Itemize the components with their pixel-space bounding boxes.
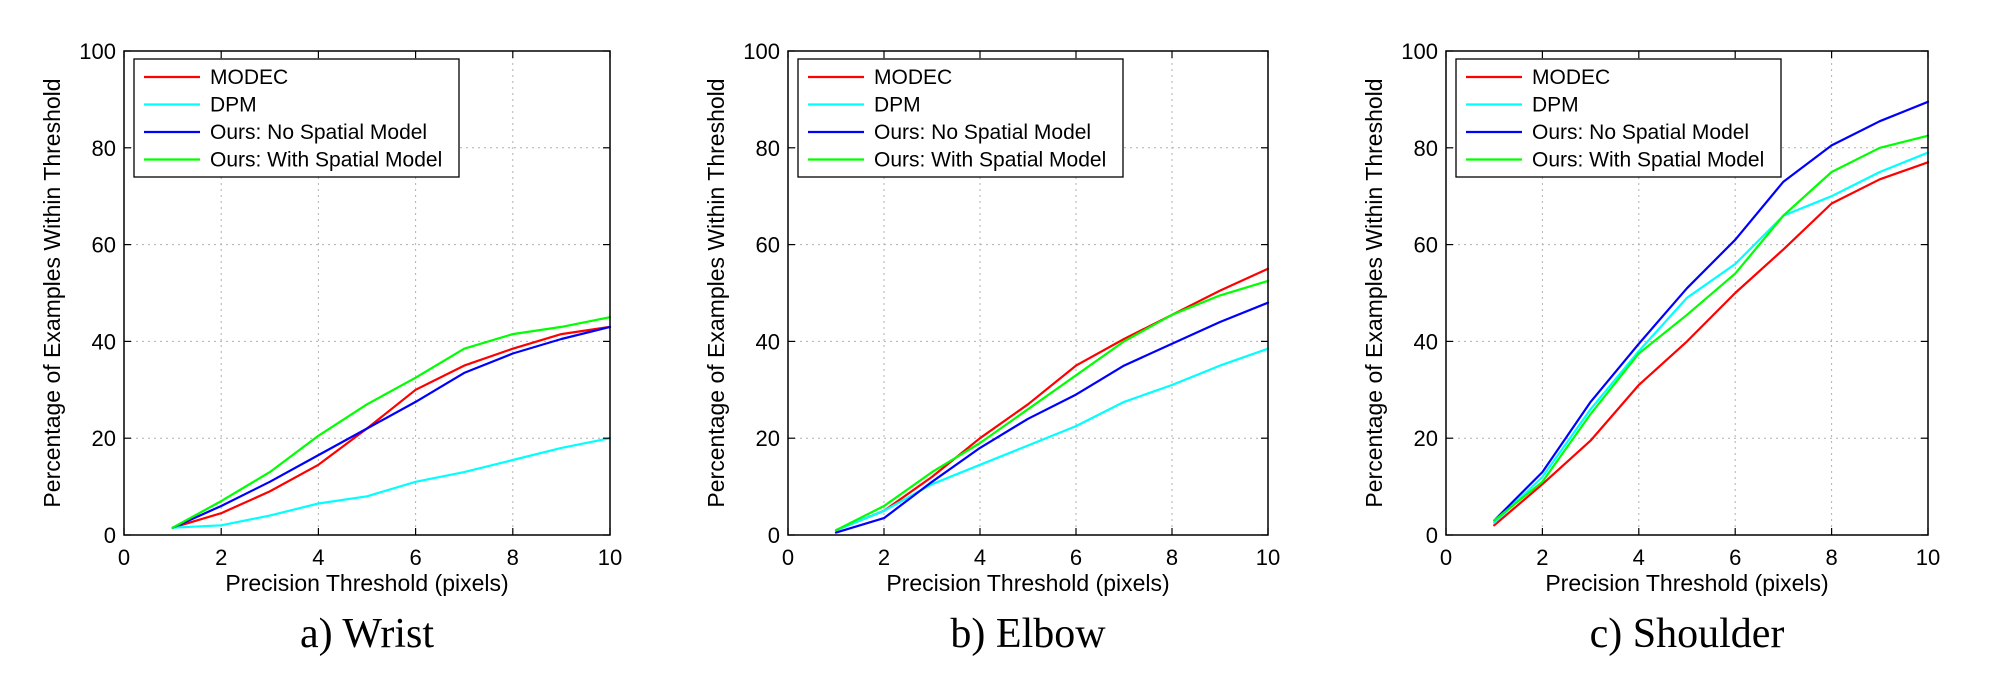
chart-1-xtick-label-2: 4	[312, 545, 324, 570]
chart-3-legend-label-2: DPM	[1532, 94, 1579, 117]
chart-2-legend-label-2: DPM	[874, 94, 921, 117]
chart-1-axes-frame	[123, 50, 611, 536]
chart-3-ytick-label-2: 40	[1414, 329, 1438, 354]
chart-2-xtick-label-4: 8	[1166, 545, 1178, 570]
chart-3-series-4-line	[1493, 134, 1930, 522]
chart-3-xtick-label-4: 8	[1825, 545, 1837, 570]
chart-3-ytick-label-4: 80	[1414, 136, 1438, 161]
chart-3-xtick-label-3: 6	[1729, 545, 1741, 570]
chart-1-legend-label-2: DPM	[210, 94, 257, 117]
chart-3-series-3-line	[1493, 100, 1930, 522]
chart-2-xtick-label-1: 2	[878, 545, 890, 570]
chart-1-caption: a) Wrist	[300, 611, 434, 657]
chart-2-caption: b) Elbow	[950, 611, 1106, 657]
chart-2-xtick-label-5: 10	[1256, 545, 1280, 570]
chart-3-ytick-label-5: 100	[1401, 39, 1438, 64]
chart-1-legend-label-3: Ours: No Spatial Model	[210, 121, 427, 144]
chart-3-legend-box	[1455, 58, 1782, 178]
chart-1-legend-box	[133, 58, 460, 178]
chart-1-ytick-label-1: 20	[92, 426, 116, 451]
chart-3-legend-label-3: Ours: No Spatial Model	[1532, 121, 1749, 144]
chart-2-ytick-label-4: 80	[756, 136, 780, 161]
chart-2-series-1-line	[834, 267, 1270, 532]
chart-3-ytick-label-0: 0	[1426, 523, 1438, 548]
chart-2-legend-label-4: Ours: With Spatial Model	[874, 149, 1106, 172]
chart-3-legend-label-4: Ours: With Spatial Model	[1532, 149, 1764, 172]
chart-1-series-2-line	[171, 437, 612, 529]
chart-2-ytick-label-5: 100	[743, 39, 780, 64]
chart-3-xtick-label-0: 0	[1440, 545, 1452, 570]
chart-1-ytick-label-5: 100	[79, 39, 116, 64]
chart-2-ytick-label-1: 20	[756, 426, 780, 451]
chart-1-ylabel: Percentage of Examples Within Threshold	[39, 78, 65, 507]
chart-1-xtick-label-5: 10	[598, 545, 622, 570]
chart-3-series-2-line	[1493, 151, 1930, 525]
chart-2-axes-frame	[787, 50, 1269, 536]
chart-1-legend-label-1: MODEC	[210, 66, 288, 89]
chart-1-legend: MODEC DPM Ours: No Spatial Model Ours: With…	[133, 58, 460, 178]
chart-2-xlabel: Precision Threshold (pixels)	[886, 570, 1169, 596]
chart-1-ytick-label-0: 0	[104, 523, 116, 548]
chart-2-ytick-label-2: 40	[756, 329, 780, 354]
chart-3-series-1-line	[1493, 161, 1930, 527]
chart-2-xtick-label-2: 4	[974, 545, 986, 570]
chart-1-ytick-label-3: 60	[92, 233, 116, 258]
chart-2-xtick-label-0: 0	[782, 545, 794, 570]
chart-1-xtick-label-3: 6	[409, 545, 421, 570]
chart-3-legend-label-1: MODEC	[1532, 66, 1610, 89]
chart-3-ytick-label-3: 60	[1414, 233, 1438, 258]
chart-1-xtick-label-0: 0	[118, 545, 130, 570]
chart-2-ylabel: Percentage of Examples Within Threshold	[703, 78, 729, 507]
chart-1-ytick-label-2: 40	[92, 329, 116, 354]
chart-3-xlabel: Precision Threshold (pixels)	[1545, 570, 1828, 596]
chart-1-series-1-line	[171, 325, 612, 529]
chart-1-xtick-label-4: 8	[507, 545, 519, 570]
chart-2-legend-box	[797, 58, 1124, 178]
chart-3-ytick-label-1: 20	[1414, 426, 1438, 451]
chart-2-legend: MODEC DPM Ours: No Spatial Model Ours: With…	[797, 58, 1124, 178]
chart-3-xtick-label-2: 4	[1633, 545, 1645, 570]
chart-1-xtick-label-1: 2	[215, 545, 227, 570]
chart-3-xtick-label-5: 10	[1916, 545, 1940, 570]
chart-1-series-3-line	[171, 325, 612, 529]
chart-3-xtick-label-1: 2	[1536, 545, 1548, 570]
chart-1-ytick-label-4: 80	[92, 136, 116, 161]
chart-2-xtick-label-3: 6	[1070, 545, 1082, 570]
chart-2-series-2-line	[834, 347, 1270, 532]
chart-3-caption: c) Shoulder	[1590, 611, 1785, 657]
chart-3-legend: MODEC DPM Ours: No Spatial Model Ours: With…	[1455, 58, 1782, 178]
chart-1-series-4-line	[171, 316, 612, 529]
chart-2-series-3-line	[834, 301, 1270, 534]
chart-2-series-4-line	[834, 279, 1270, 532]
chart-3-axes-frame	[1445, 50, 1929, 536]
chart-2-ytick-label-3: 60	[756, 233, 780, 258]
chart-1-legend-label-4: Ours: With Spatial Model	[210, 149, 442, 172]
chart-2-legend-label-3: Ours: No Spatial Model	[874, 121, 1091, 144]
chart-2-ytick-label-0: 0	[768, 523, 780, 548]
chart-3-ylabel: Percentage of Examples Within Threshold	[1361, 78, 1387, 507]
chart-2-legend-label-1: MODEC	[874, 66, 952, 89]
chart-1-xlabel: Precision Threshold (pixels)	[225, 570, 508, 596]
